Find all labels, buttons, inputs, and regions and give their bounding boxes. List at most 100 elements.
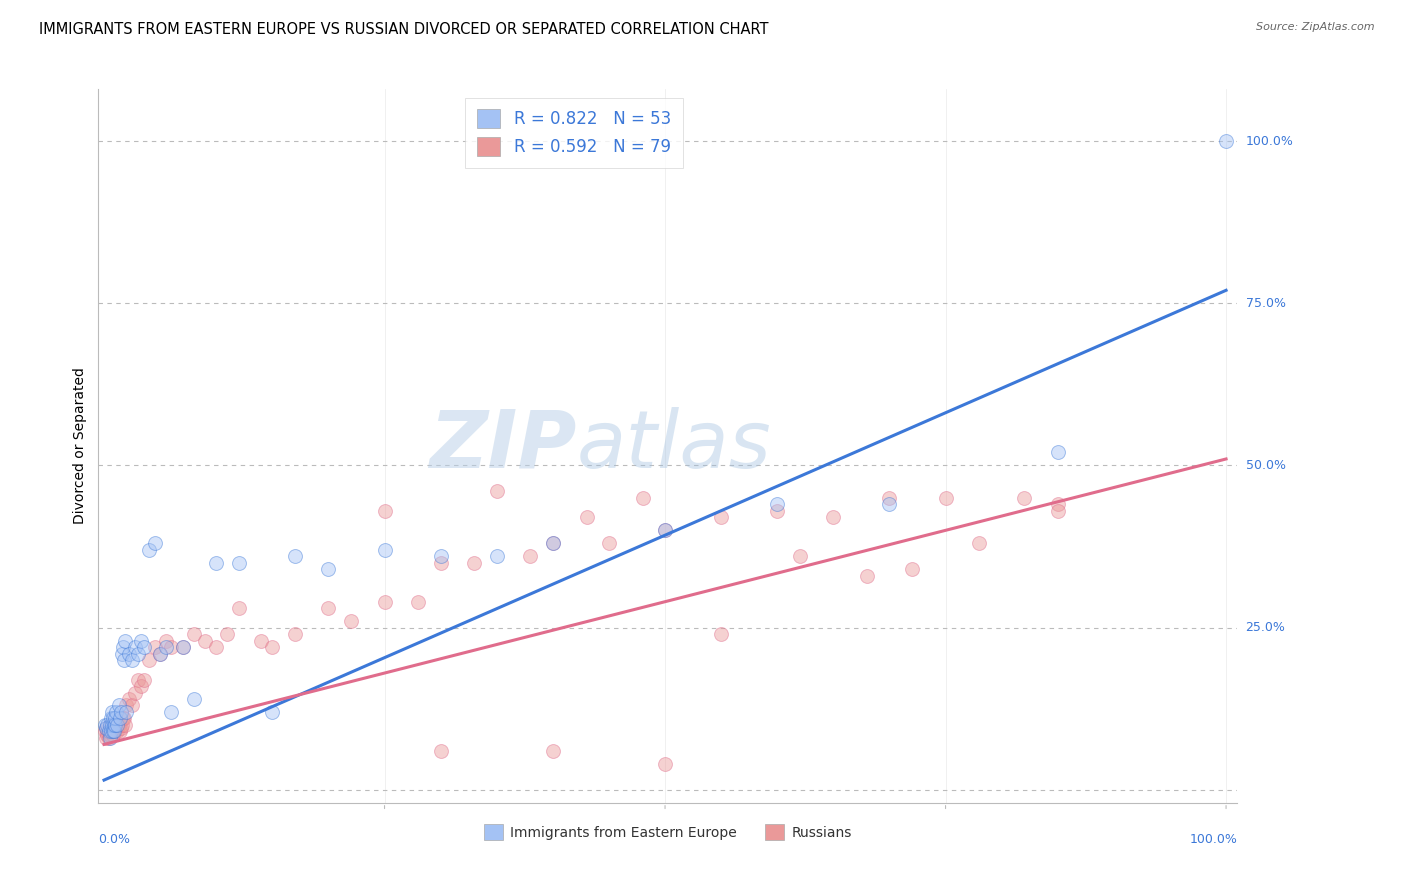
Point: [101, 724, 124, 739]
Point: [318, 601, 340, 615]
Point: [98, 718, 121, 732]
Point: [284, 549, 307, 564]
Point: [112, 711, 135, 725]
Point: [541, 744, 564, 758]
Point: [485, 484, 508, 499]
Text: ZIP: ZIP: [429, 407, 576, 485]
Point: [94, 718, 117, 732]
Point: [373, 504, 395, 518]
Point: [124, 685, 146, 699]
Point: [100, 724, 122, 739]
Point: [519, 549, 541, 564]
Point: [205, 556, 228, 570]
Point: [228, 601, 250, 615]
Point: [112, 640, 135, 654]
Text: IMMIGRANTS FROM EASTERN EUROPE VS RUSSIAN DIVORCED OR SEPARATED CORRELATION CHAR: IMMIGRANTS FROM EASTERN EUROPE VS RUSSIA…: [39, 22, 769, 37]
Point: [598, 536, 620, 550]
Point: [183, 627, 205, 641]
Point: [129, 679, 152, 693]
Point: [373, 595, 395, 609]
Point: [98, 728, 121, 742]
Point: [104, 724, 127, 739]
Text: 0.0%: 0.0%: [98, 833, 131, 847]
Point: [340, 614, 363, 628]
Point: [967, 536, 990, 550]
Point: [575, 510, 598, 524]
Point: [118, 647, 141, 661]
Point: [856, 568, 879, 582]
Point: [115, 698, 138, 713]
Point: [100, 711, 122, 725]
Point: [262, 640, 284, 654]
Point: [108, 724, 131, 739]
Point: [183, 692, 205, 706]
Point: [766, 504, 789, 518]
Point: [96, 728, 118, 742]
Point: [766, 497, 789, 511]
Point: [1046, 504, 1069, 518]
Point: [97, 724, 120, 739]
Point: [129, 633, 152, 648]
Point: [118, 692, 141, 706]
Point: [98, 731, 121, 745]
Legend: Immigrants from Eastern Europe, Russians: Immigrants from Eastern Europe, Russians: [478, 819, 858, 846]
Text: 25.0%: 25.0%: [1246, 621, 1285, 634]
Text: Source: ZipAtlas.com: Source: ZipAtlas.com: [1257, 22, 1375, 32]
Point: [97, 724, 120, 739]
Point: [406, 595, 429, 609]
Point: [101, 718, 124, 732]
Point: [541, 536, 564, 550]
Point: [429, 549, 451, 564]
Point: [114, 718, 136, 732]
Point: [1046, 497, 1069, 511]
Point: [127, 647, 149, 661]
Point: [172, 640, 194, 654]
Point: [111, 647, 134, 661]
Point: [127, 673, 149, 687]
Point: [138, 542, 160, 557]
Point: [823, 510, 845, 524]
Point: [121, 698, 143, 713]
Point: [134, 673, 156, 687]
Point: [155, 640, 177, 654]
Point: [654, 756, 676, 771]
Point: [228, 556, 250, 570]
Point: [112, 711, 135, 725]
Y-axis label: Divorced or Separated: Divorced or Separated: [73, 368, 87, 524]
Point: [114, 633, 136, 648]
Point: [112, 653, 135, 667]
Point: [149, 647, 172, 661]
Point: [97, 731, 120, 745]
Text: 50.0%: 50.0%: [1246, 459, 1285, 472]
Point: [901, 562, 924, 576]
Point: [107, 698, 129, 713]
Point: [262, 705, 284, 719]
Point: [1012, 491, 1035, 505]
Point: [96, 731, 118, 745]
Point: [217, 627, 239, 641]
Point: [101, 721, 124, 735]
Point: [160, 705, 183, 719]
Point: [104, 711, 127, 725]
Text: atlas: atlas: [576, 407, 772, 485]
Point: [124, 640, 146, 654]
Point: [107, 724, 129, 739]
Point: [104, 721, 127, 735]
Text: 100.0%: 100.0%: [1189, 833, 1237, 847]
Point: [205, 640, 228, 654]
Point: [1215, 134, 1237, 148]
Point: [100, 724, 122, 739]
Text: 100.0%: 100.0%: [1246, 135, 1294, 147]
Point: [631, 491, 654, 505]
Point: [160, 640, 183, 654]
Point: [103, 718, 125, 732]
Point: [654, 524, 676, 538]
Point: [121, 653, 143, 667]
Point: [541, 536, 564, 550]
Point: [98, 721, 121, 735]
Point: [250, 633, 273, 648]
Point: [105, 718, 128, 732]
Point: [110, 705, 132, 719]
Point: [108, 711, 131, 725]
Point: [318, 562, 340, 576]
